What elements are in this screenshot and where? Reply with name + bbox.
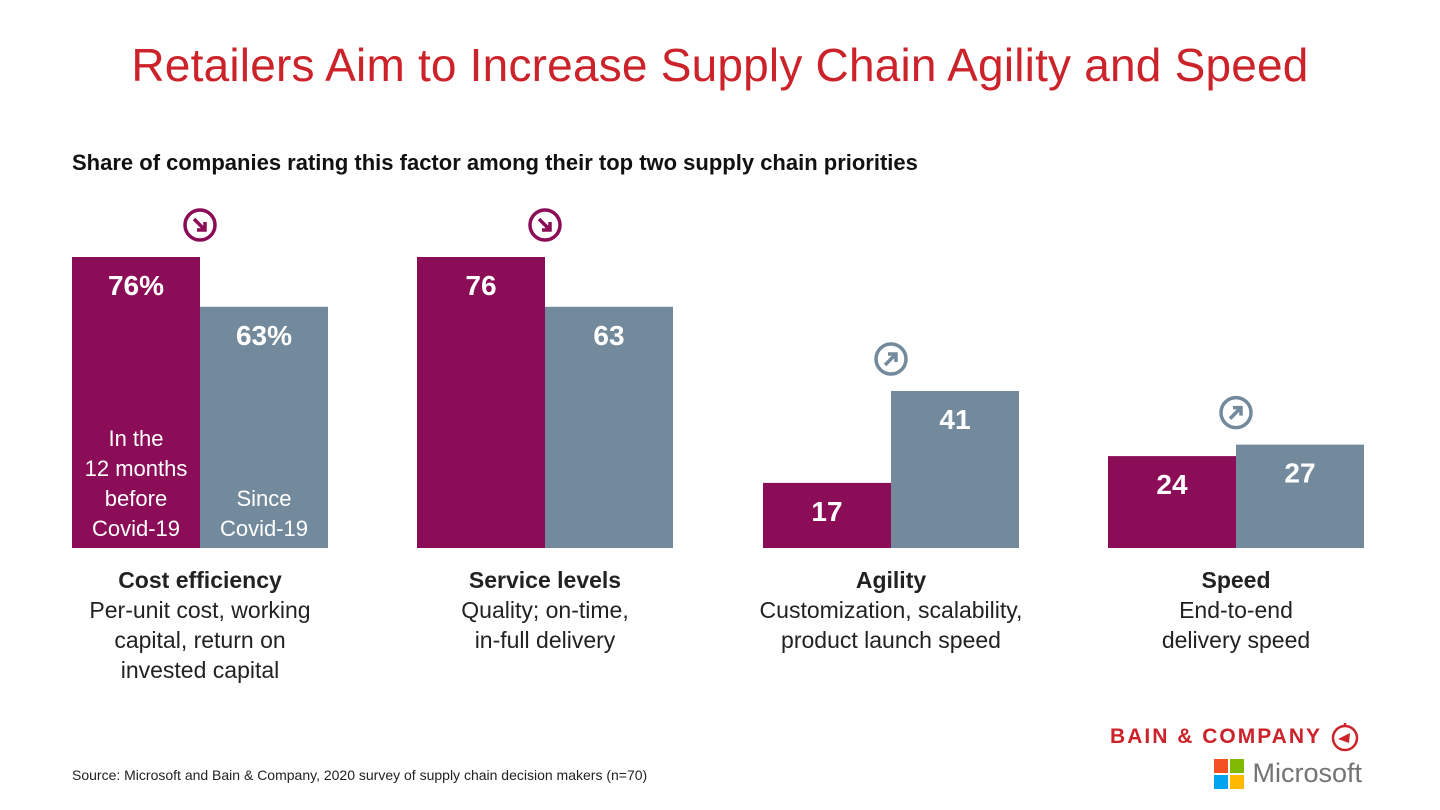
bain-logo: BAIN & COMPANY xyxy=(1110,722,1360,752)
bar-speed-series-0 xyxy=(1108,456,1236,548)
bar-cost-efficiency-series-1 xyxy=(200,306,328,548)
category-label: Speed End-to-end delivery speed xyxy=(1086,565,1386,655)
value-label: 41 xyxy=(939,404,970,435)
bar-agility-series-0 xyxy=(763,482,891,548)
category-name: Speed xyxy=(1201,567,1271,593)
bar-service-levels-series-0 xyxy=(417,257,545,548)
category-description: capital, return on xyxy=(114,627,286,653)
category-description: Per-unit cost, working xyxy=(89,597,311,623)
category-description: Customization, scalability, xyxy=(759,597,1023,623)
bar-speed-series-1 xyxy=(1236,444,1364,548)
bar-agility-series-1 xyxy=(891,391,1019,548)
legend-label: In the xyxy=(108,426,163,451)
value-label: 27 xyxy=(1284,458,1315,489)
value-label: 24 xyxy=(1156,469,1188,500)
category-name: Agility xyxy=(855,567,927,593)
category-label: Service levels Quality; on-time, in-full d… xyxy=(395,565,695,655)
category-name: Service levels xyxy=(468,567,622,593)
arrow-down-right-circle-icon xyxy=(528,208,562,242)
legend-label: before xyxy=(105,486,167,511)
value-label: 76 xyxy=(465,270,496,301)
bain-logo-text: BAIN & COMPANY xyxy=(1110,725,1322,748)
bain-logo-icon xyxy=(1331,723,1359,752)
microsoft-logo-text: Microsoft xyxy=(1252,758,1362,788)
chart-subtitle: Share of companies rating this factor am… xyxy=(72,150,918,175)
category-label: Agility Customization, scalability, produc… xyxy=(741,565,1041,655)
value-label: 63 xyxy=(593,320,624,351)
category-name: Cost efficiency xyxy=(118,567,282,593)
bar-cost-efficiency-series-0 xyxy=(72,257,200,548)
legend-label: 12 months xyxy=(85,456,188,481)
chart-title: Retailers Aim to Increase Supply Chain A… xyxy=(131,39,1309,91)
bar-service-levels-series-1 xyxy=(545,306,673,548)
legend-label: Covid-19 xyxy=(92,516,180,541)
arrow-up-right-circle-icon xyxy=(1219,395,1253,430)
legend-label: Since xyxy=(236,486,291,511)
source-note: Source: Microsoft and Bain & Company, 20… xyxy=(72,767,648,783)
value-label: 76% xyxy=(108,270,164,301)
category-description: in-full delivery xyxy=(474,627,616,653)
category-description: Quality; on-time, xyxy=(461,597,629,623)
category-description: product launch speed xyxy=(781,627,1001,653)
arrow-down-right-circle-icon xyxy=(183,208,217,242)
microsoft-logo: Microsoft xyxy=(1214,758,1362,789)
value-label: 63% xyxy=(236,320,292,351)
legend-label: Covid-19 xyxy=(220,516,308,541)
category-label: Cost efficiency Per-unit cost, working cap… xyxy=(50,565,350,685)
value-label: 17 xyxy=(811,496,842,527)
category-description: delivery speed xyxy=(1161,627,1311,653)
category-description: invested capital xyxy=(120,657,280,683)
category-description: End-to-end xyxy=(1179,597,1293,623)
arrow-up-right-circle-icon xyxy=(874,342,908,376)
microsoft-logo-icon xyxy=(1214,758,1245,789)
